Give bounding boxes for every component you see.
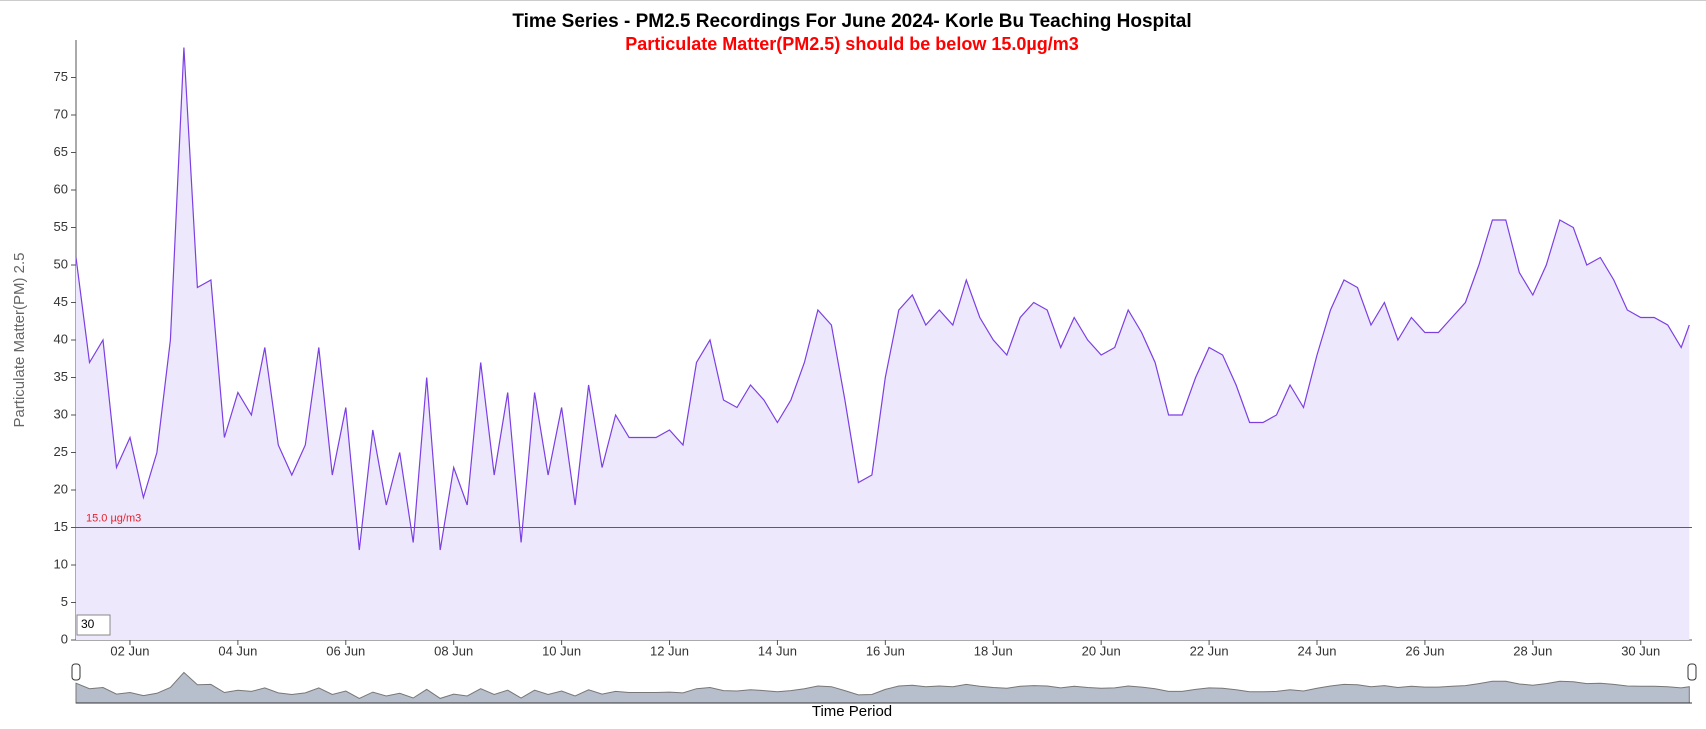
x-tick-label: 22 Jun: [1190, 643, 1229, 658]
x-tick-label: 26 Jun: [1405, 643, 1444, 658]
y-tick-label: 45: [54, 294, 68, 309]
y-tick-label: 60: [54, 181, 68, 196]
y-tick-label: 15: [54, 519, 68, 534]
x-tick-label: 28 Jun: [1513, 643, 1552, 658]
x-tick-label: 06 Jun: [326, 643, 365, 658]
y-tick-label: 75: [54, 69, 68, 84]
x-tick-label: 20 Jun: [1082, 643, 1121, 658]
y-tick-label: 0: [61, 631, 68, 646]
y-tick-label: 70: [54, 106, 68, 121]
x-tick-label: 30 Jun: [1621, 643, 1660, 658]
range-handle[interactable]: [71, 663, 81, 681]
x-tick-label: 08 Jun: [434, 643, 473, 658]
y-axis-label: Particulate Matter(PM) 2.5: [11, 252, 28, 427]
chart-subtitle: Particulate Matter(PM2.5) should be belo…: [625, 34, 1078, 54]
x-tick-label: 14 Jun: [758, 643, 797, 658]
roll-period-value[interactable]: 30: [81, 617, 95, 631]
data-line: [75, 47, 1690, 551]
x-tick-label: 12 Jun: [650, 643, 689, 658]
threshold-label: 15.0 µg/m3: [86, 512, 141, 524]
y-tick-label: 55: [54, 219, 68, 234]
roll-period-box[interactable]: [76, 614, 111, 636]
y-tick-label: 20: [54, 481, 68, 496]
y-tick-label: 50: [54, 256, 68, 271]
y-tick-label: 30: [54, 406, 68, 421]
x-tick-label: 18 Jun: [974, 643, 1013, 658]
area-fill: [76, 47, 1690, 640]
x-tick-label: 02 Jun: [110, 643, 149, 658]
x-tick-label: 24 Jun: [1297, 643, 1336, 658]
y-tick-label: 5: [61, 594, 68, 609]
y-tick-label: 10: [54, 556, 68, 571]
chart-title: Time Series - PM2.5 Recordings For June …: [512, 11, 1191, 32]
x-tick-label: 16 Jun: [866, 643, 905, 658]
y-tick-label: 65: [54, 144, 68, 159]
range-selector-area: [75, 671, 1690, 704]
x-tick-label: 10 Jun: [542, 643, 581, 658]
range-handle[interactable]: [1687, 663, 1697, 681]
y-tick-label: 25: [54, 444, 68, 459]
x-tick-label: 04 Jun: [218, 643, 257, 658]
y-tick-label: 40: [54, 331, 68, 346]
y-tick-label: 35: [54, 369, 68, 384]
x-axis-label: Time Period: [812, 703, 892, 720]
